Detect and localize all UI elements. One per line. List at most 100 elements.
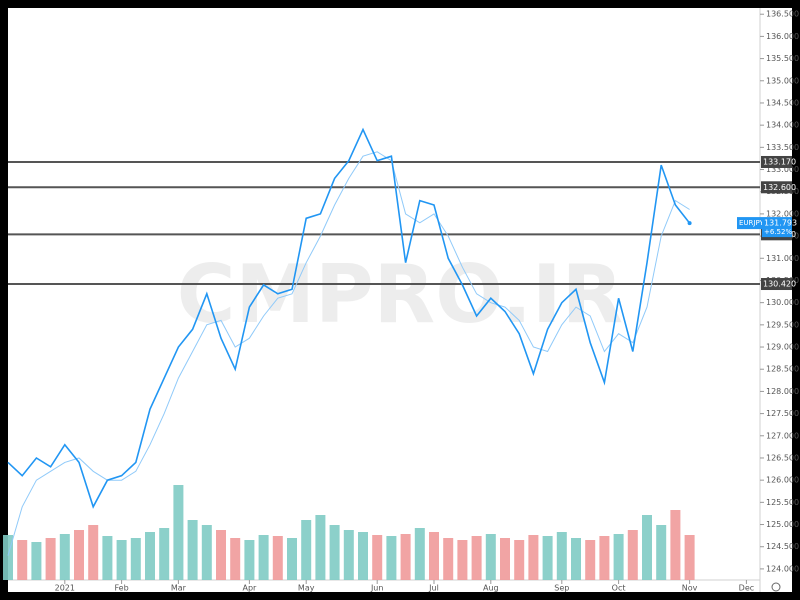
volume-bar [670,510,681,580]
volume-bar [429,532,439,580]
volume-bar [343,530,354,580]
volume-bar [599,536,610,580]
volume-bar [216,530,226,580]
volume-bar [102,536,113,580]
volume-bar [244,540,255,580]
price-label: 131.793 [764,219,797,228]
volume-bar [542,536,553,580]
level-tag [761,278,792,291]
y-tick-label: 135.500 [766,54,799,63]
x-tick-label: 2021 [55,584,75,593]
x-tick-label: Oct [612,584,626,593]
y-tick-label: 124.500 [766,542,799,551]
volume-bar [287,538,297,580]
change-label: +6.52% [764,228,792,236]
volume-bar [642,515,652,580]
y-tick-label: 136.500 [766,10,799,19]
volume-bar [145,532,155,580]
x-tick-label: Nov [682,584,698,593]
y-tick-label: 125.500 [766,498,799,507]
y-tick-label: 127.500 [766,409,799,418]
volume-bar [329,525,340,580]
x-tick-label: May [298,584,315,593]
volume-bar [59,534,70,580]
y-tick-label: 136.000 [766,32,799,41]
y-tick-label: 126.000 [766,476,799,485]
y-tick-label: 129.500 [766,320,799,329]
volume-bar [386,536,397,580]
y-tick-label: 130.000 [766,298,799,307]
volume-bar [457,540,468,580]
y-tick-label: 135.000 [766,76,799,85]
symbol-tag [737,217,762,230]
x-tick-label: Feb [115,584,129,593]
volume-bar [627,530,638,580]
x-tick-label: Dec [739,584,754,593]
y-tick-label: 126.500 [766,453,799,462]
volume-bar [500,538,510,580]
price-tag [762,217,792,238]
x-tick-label: Aug [483,584,499,593]
y-tick-label: 125.000 [766,520,799,529]
price-line [7,151,690,556]
y-tick-label: 128.000 [766,387,799,396]
last-point [687,221,692,226]
volume-bar [315,515,326,580]
x-tick-label: Jul [428,584,439,593]
volume-bar [187,520,198,580]
level-label: 133.170 [763,157,796,166]
y-tick-label: 131.000 [766,254,799,263]
volume-bar [301,520,312,580]
y-tick-label: 132.000 [766,209,799,218]
volume-bar [17,540,28,580]
volume-bar [372,535,383,580]
volume-bar [443,538,454,580]
y-tick-label: 127.000 [766,431,799,440]
volume-bar [585,540,596,580]
price-line [7,127,691,509]
chart-background [8,8,792,592]
volume-bar [471,536,482,580]
volume-bar [358,532,368,580]
y-tick-label: 129.000 [766,343,799,352]
level-label: 130.420 [763,280,796,289]
volume-bar [88,525,99,580]
volume-bar [684,535,695,580]
x-tick-label: Sep [554,584,569,593]
volume-bar [613,534,624,580]
volume-bar [656,525,667,580]
volume-bar [400,534,411,580]
y-tick-label: 133.000 [766,165,799,174]
y-tick-label: 134.000 [766,121,799,130]
level-tag [761,181,792,194]
settings-icon[interactable] [771,582,781,592]
volume-bar [45,538,56,580]
symbol-label: EURJPY [739,219,765,227]
volume-bar [258,535,269,580]
volume-bar [173,485,184,580]
volume-bar [230,538,241,580]
volume-bar [159,528,170,580]
volume-bar [571,538,581,580]
volume-bar [485,534,496,580]
volume-bar [3,535,13,580]
watermark: CMPRO.IR [177,248,624,341]
volume-bar [116,540,127,580]
volume-bar [201,525,212,580]
volume-bar [556,532,567,580]
volume-bar [414,528,425,580]
volume-bar [74,530,84,580]
level-label: 132.600 [763,183,796,192]
x-tick-label: Jun [370,584,384,593]
volume-bar [130,538,141,580]
level-tag [761,155,792,168]
y-tick-label: 128.500 [766,365,799,374]
x-tick-label: Mar [171,584,187,593]
y-tick-label: 133.500 [766,143,799,152]
y-tick-label: 124.000 [766,564,799,573]
volume-bar [528,535,539,580]
volume-bar [31,542,42,580]
volume-bar [514,540,525,580]
x-tick-label: Apr [242,584,257,593]
